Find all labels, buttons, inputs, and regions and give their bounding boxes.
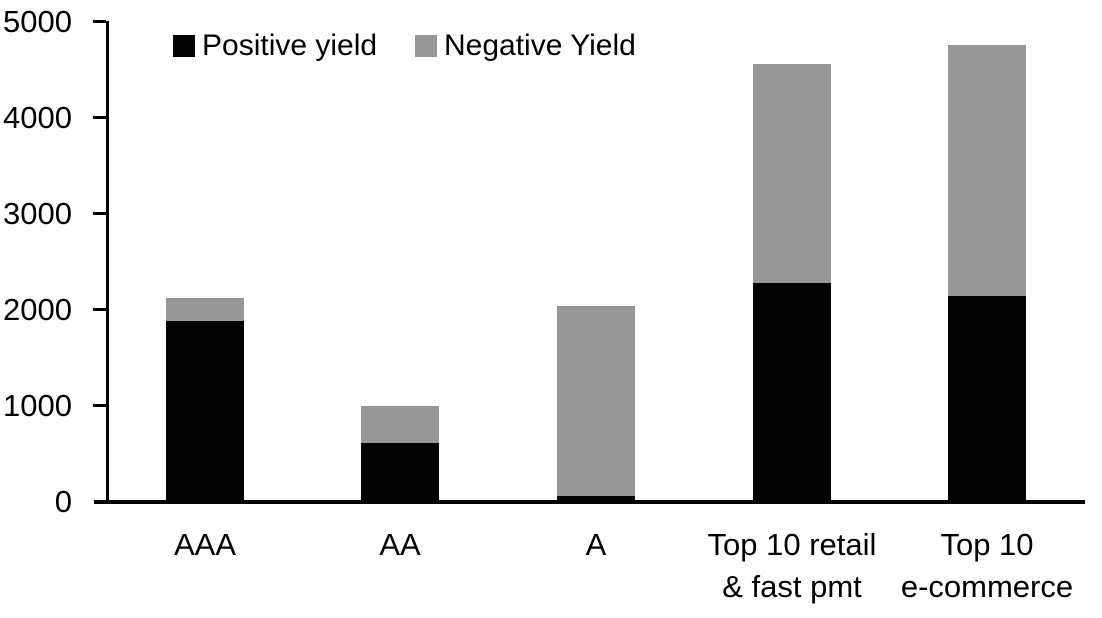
x-axis-line [94,500,1085,504]
chart-legend: Positive yield Negative Yield [0,31,1102,61]
y-axis-tick [93,20,106,23]
bar-segment-positive-yield [948,295,1026,501]
x-axis-label: Top 10 retail & fast pmt [707,527,877,604]
y-axis-tick-label: 5000 [3,4,72,39]
legend-item-positive-yield: Positive yield [173,31,377,61]
y-axis-tick [93,404,106,407]
bar-top-10-e-commerce [948,45,1026,501]
bar-aaa [166,298,244,501]
bar-segment-positive-yield [361,443,439,501]
x-axis-label: Top 10 e-commerce [900,527,1074,604]
bar-segment-negative-yield [166,298,244,321]
positive-yield-swatch-icon [173,35,195,57]
bar-segment-positive-yield [753,283,831,501]
legend-label-negative-yield: Negative Yield [444,29,636,62]
y-axis-line [106,21,109,504]
y-axis-tick-label: 1000 [3,388,72,423]
bar-segment-negative-yield [557,306,635,497]
legend-item-negative-yield: Negative Yield [415,31,636,61]
bar-segment-negative-yield [753,64,831,284]
y-axis-tick [93,212,106,215]
negative-yield-swatch-icon [415,35,437,57]
bar-a [557,306,635,501]
bar-segment-negative-yield [361,405,439,444]
y-axis-tick-label: 0 [54,484,72,519]
y-axis-tick-label: 4000 [3,100,72,135]
y-axis-tick-label: 3000 [3,196,72,231]
bar-segment-positive-yield [166,320,244,501]
bar-top-10-retail-&-fast-pmt [753,64,831,501]
y-axis-tick-label: 2000 [3,292,72,327]
x-axis-label: A [585,527,607,562]
bar-segment-negative-yield [948,45,1026,296]
y-axis-tick [93,308,106,311]
x-axis-label: AAA [173,527,237,562]
legend-label-positive-yield: Positive yield [202,29,378,62]
x-axis-label: AA [379,527,421,562]
bar-aa [361,405,439,501]
y-axis-tick [93,116,106,119]
bar-segment-positive-yield [557,496,635,501]
